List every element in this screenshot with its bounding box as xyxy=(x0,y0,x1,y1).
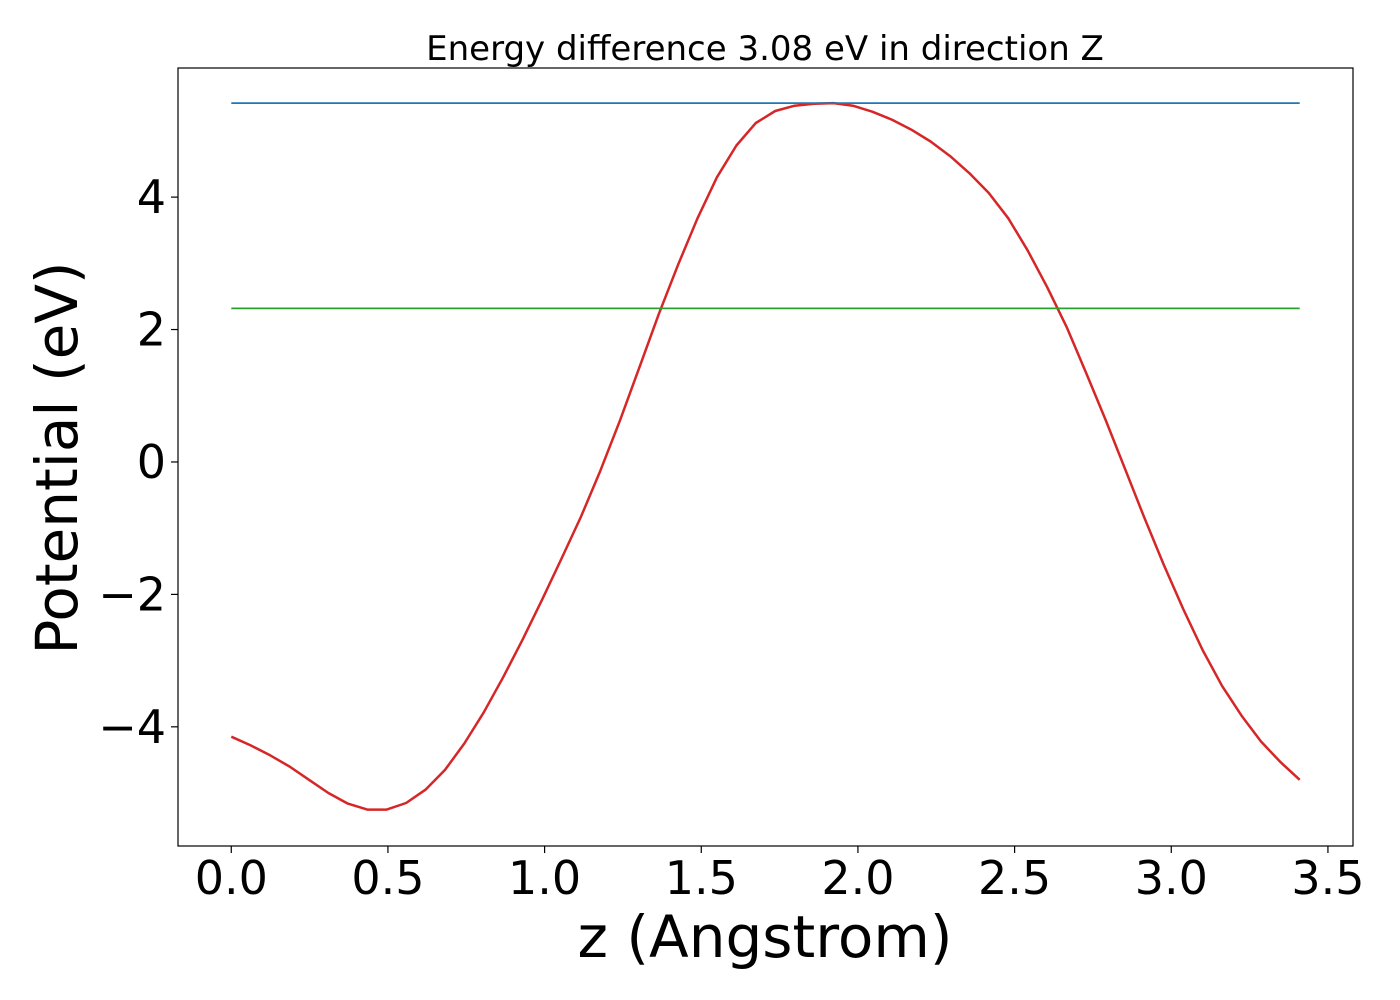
x-tick-label: 2.0 xyxy=(821,851,894,905)
y-tick-label: −4 xyxy=(98,700,166,754)
plot-frame xyxy=(177,67,1354,847)
x-tick-label: 2.5 xyxy=(978,851,1051,905)
y-tick-label: 2 xyxy=(137,303,166,357)
x-tick-label: 0.5 xyxy=(351,851,424,905)
chart-title: Energy difference 3.08 eV in direction Z xyxy=(426,29,1104,69)
x-tick-label: 1.5 xyxy=(665,851,738,905)
x-tick-label: 1.0 xyxy=(508,851,581,905)
x-tick-label: 0.0 xyxy=(195,851,268,905)
y-axis: −4 −2 0 2 4 xyxy=(98,170,178,754)
plot-area xyxy=(177,67,1354,847)
x-tick-label: 3.0 xyxy=(1135,851,1208,905)
x-axis: 0.0 0.5 1.0 1.5 2.0 2.5 3.0 3.5 xyxy=(195,846,1365,905)
x-axis-label: z (Angstrom) xyxy=(578,903,953,971)
series-line-0 xyxy=(230,101,1301,811)
y-tick-label: 4 xyxy=(137,170,166,224)
series-layer xyxy=(230,101,1301,811)
y-tick-label: 0 xyxy=(137,435,166,489)
y-axis-label: Potential (eV) xyxy=(23,261,91,654)
y-tick-label: −2 xyxy=(98,567,166,621)
x-tick-label: 3.5 xyxy=(1291,851,1364,905)
